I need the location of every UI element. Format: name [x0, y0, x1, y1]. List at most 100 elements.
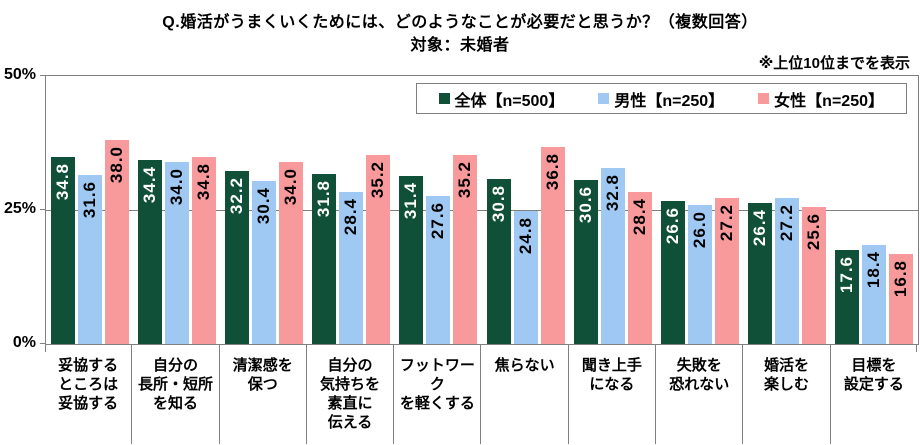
bar: 30.6 [573, 179, 598, 344]
bar-value-label: 31.4 [401, 181, 421, 219]
bar: 28.4 [339, 191, 364, 344]
bar: 34.0 [279, 161, 303, 344]
bar: 36.8 [540, 146, 565, 344]
bar-group: 17.6 18.4 16.8 [831, 76, 918, 344]
bar-group: 26.4 27.2 25.6 [744, 76, 831, 344]
y-axis-tick [40, 209, 45, 210]
bar: 25.6 [802, 206, 827, 344]
bar-value-label: 34.4 [139, 165, 159, 203]
y-axis-tick [40, 75, 45, 76]
legend-item: 全体【n=500】 [438, 87, 565, 111]
bar-value-label: 34.0 [166, 167, 186, 205]
category-label: 失敗を 恐れない [655, 344, 742, 444]
chart-title: Q.婚活がうまくいくためには、どのようなことが必要だと思うか？（複数回答） [162, 14, 758, 31]
bar-value-label: 27.2 [777, 204, 797, 242]
bar: 27.2 [715, 198, 740, 344]
bar-value-label: 34.8 [52, 163, 72, 201]
bar: 26.6 [661, 201, 686, 344]
bar-value-label: 26.0 [690, 210, 710, 248]
bar-value-label: 34.8 [193, 163, 213, 201]
bar: 34.4 [137, 159, 162, 344]
legend-label: 女性【n=250】 [774, 92, 884, 110]
legend-label: 全体【n=500】 [454, 92, 565, 110]
bar: 32.2 [225, 171, 249, 344]
legend-marker-icon [758, 93, 770, 104]
bar-value-label: 36.8 [542, 152, 562, 190]
bar-group: 31.8 28.4 35.2 [308, 76, 395, 344]
y-axis-tick-label: 25% [3, 200, 36, 217]
bar-value-label: 32.8 [602, 174, 622, 212]
bar: 31.8 [312, 173, 337, 344]
bar: 38.0 [104, 140, 129, 344]
bar-group: 34.8 31.6 38.0 [46, 76, 133, 344]
bar-value-label: 32.2 [227, 177, 246, 215]
category-label: フットワーク を軽くする [393, 344, 480, 444]
bar-value-label: 28.4 [341, 197, 361, 235]
category-label: 目標を 設定する [829, 344, 917, 444]
bar: 34.8 [50, 157, 75, 344]
legend: 全体【n=500】 男性【n=250】 女性【n=250】 [415, 83, 907, 114]
bar: 30.8 [486, 178, 511, 344]
y-axis-tick [40, 343, 45, 344]
bar-value-label: 35.2 [455, 161, 475, 199]
bar: 24.8 [513, 211, 538, 344]
bar-value-label: 35.2 [368, 161, 388, 199]
category-label: 聞き上手 になる [567, 344, 655, 444]
bar-value-label: 30.6 [575, 185, 595, 224]
bar-value-label: 18.4 [864, 251, 884, 289]
bar-value-label: 26.6 [663, 207, 683, 245]
bar-group: 30.6 32.8 28.4 [569, 76, 656, 344]
legend-marker-icon [598, 93, 610, 104]
bar: 26.0 [688, 204, 713, 344]
bar-value-label: 17.6 [837, 255, 857, 293]
bar-value-label: 25.6 [804, 212, 824, 250]
bar-value-label: 16.8 [891, 259, 911, 298]
legend-item: 女性【n=250】 [758, 87, 884, 111]
legend-label: 男性【n=250】 [614, 92, 725, 110]
bar-value-label: 30.4 [254, 187, 273, 225]
bar: 26.4 [748, 202, 773, 344]
x-axis-tick [916, 344, 917, 352]
y-axis-tick-label: 50% [3, 66, 36, 83]
bar: 27.6 [426, 196, 451, 344]
bar-value-label: 34.0 [281, 167, 300, 205]
bar-value-label: 28.4 [629, 197, 649, 235]
bar-value-label: 27.2 [717, 204, 737, 242]
bar-value-label: 30.8 [488, 184, 508, 223]
category-axis-labels: 妥協する ところは 妥協する 自分の 長所・短所 を知る 清潔感を 保つ 自分の 気持ちを 素直に伝… [45, 344, 917, 444]
bar: 18.4 [862, 245, 887, 344]
bar-group: 30.8 24.8 36.8 [482, 76, 569, 344]
bar: 35.2 [366, 155, 391, 344]
bar-group: 34.4 34.0 34.8 [133, 76, 220, 344]
top-n-note: ※上位10位までを表示 [758, 55, 910, 72]
bar: 27.2 [775, 198, 800, 344]
bar: 31.4 [399, 175, 424, 344]
bar: 17.6 [835, 249, 860, 344]
bar: 34.0 [164, 161, 189, 344]
category-label: 清潔感を 保つ [218, 344, 306, 444]
bar-group: 31.4 27.6 35.2 [395, 76, 482, 344]
bar-value-label: 26.4 [750, 208, 770, 246]
bar: 16.8 [889, 253, 914, 344]
gridline-25pct [46, 210, 918, 211]
category-label: 焦らない [480, 344, 567, 444]
bar-value-label: 38.0 [106, 146, 126, 184]
bar-group: 32.2 30.4 34.0 [220, 76, 307, 344]
y-axis-tick-label: 0% [12, 334, 36, 351]
category-label: 自分の 長所・短所 を知る [131, 344, 218, 444]
bar-value-label: 31.6 [79, 180, 99, 218]
legend-item: 男性【n=250】 [598, 87, 724, 111]
bar-value-label: 27.6 [428, 202, 448, 240]
bar: 31.6 [77, 174, 102, 344]
bar: 32.8 [600, 168, 625, 344]
legend-marker-icon [438, 93, 450, 104]
category-label: 自分の 気持ちを 素直に 伝える [305, 344, 393, 444]
category-label: 婚活を 楽しむ [742, 344, 829, 444]
bar: 28.4 [627, 191, 652, 344]
bar: 30.4 [252, 181, 276, 344]
bar: 35.2 [453, 155, 478, 344]
plot-area: 34.8 31.6 38.0 34.4 34.0 34.8 32.2 30.4 34.0 31.8… [45, 75, 919, 345]
category-label: 妥協する ところは 妥協する [58, 357, 119, 412]
x-axis-tick [45, 344, 46, 352]
